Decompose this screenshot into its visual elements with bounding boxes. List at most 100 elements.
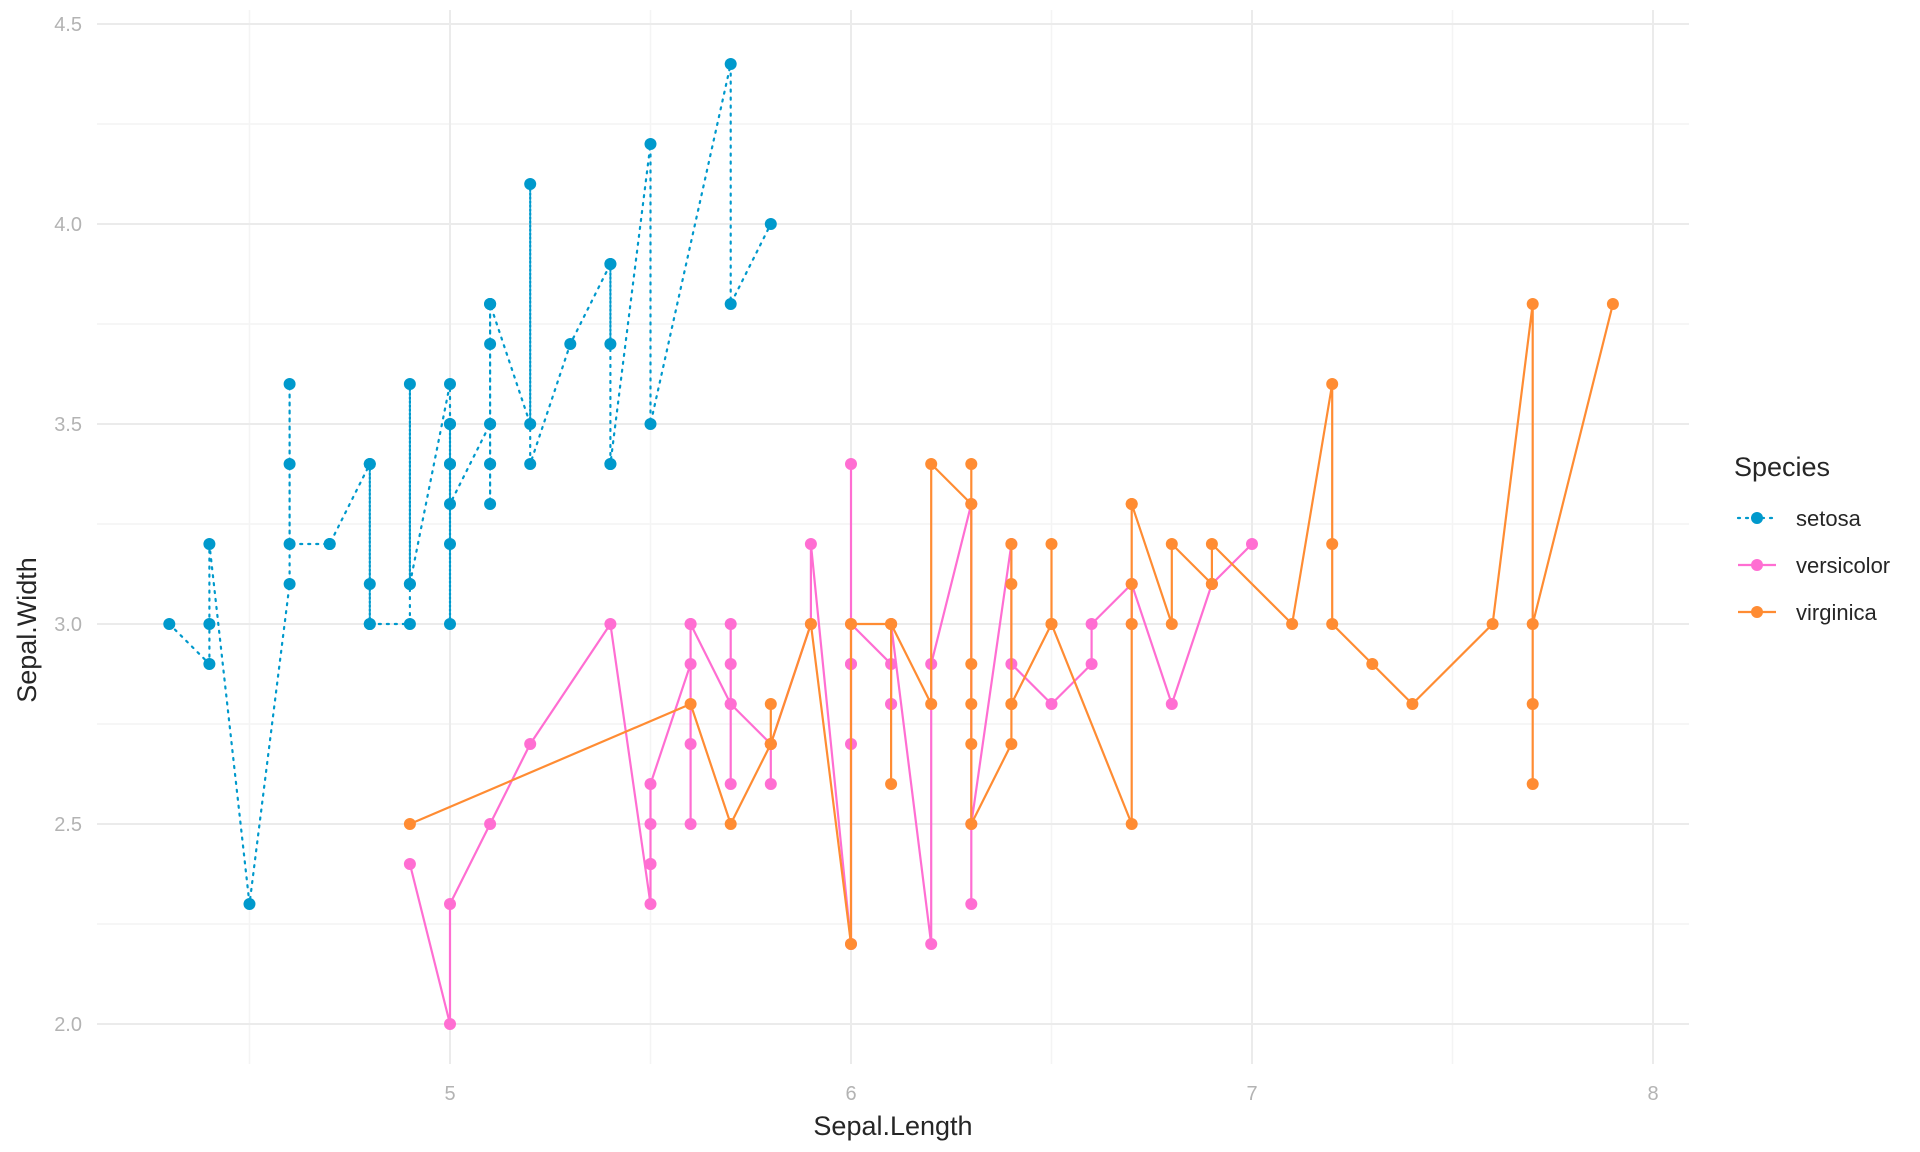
- legend-items: setosa versicolor virginica: [1736, 506, 1890, 625]
- data-point-versicolor: [444, 1018, 456, 1030]
- data-point-virginica: [724, 818, 737, 830]
- data-point-setosa: [283, 378, 296, 390]
- data-point-versicolor: [684, 618, 697, 630]
- data-point-virginica: [845, 618, 857, 630]
- data-point-versicolor: [644, 858, 657, 870]
- x-tick-label: 5: [444, 1083, 455, 1105]
- data-point-setosa: [484, 338, 497, 350]
- legend-item-setosa: setosa: [1736, 506, 1862, 531]
- major-grid: [97, 10, 1689, 1064]
- data-point-versicolor: [804, 538, 817, 550]
- data-point-virginica: [764, 738, 777, 750]
- data-point-virginica: [1125, 618, 1138, 630]
- data-point-versicolor: [724, 618, 737, 630]
- legend-key-point: [1751, 559, 1763, 571]
- data-point-setosa: [363, 458, 376, 470]
- data-point-virginica: [1125, 578, 1138, 590]
- data-point-versicolor: [724, 778, 737, 790]
- data-point-setosa: [444, 618, 456, 630]
- data-point-virginica: [965, 738, 978, 750]
- data-point-virginica: [1326, 538, 1339, 550]
- data-point-setosa: [484, 298, 497, 310]
- data-point-setosa: [444, 378, 456, 390]
- data-point-setosa: [283, 458, 296, 470]
- y-tick-label: 3.5: [54, 414, 82, 436]
- data-point-virginica: [1045, 618, 1058, 630]
- legend-key-point: [1751, 606, 1763, 618]
- data-point-setosa: [604, 258, 617, 270]
- series-line-versicolor: [408, 462, 1253, 1026]
- data-point-versicolor: [644, 778, 657, 790]
- data-point-versicolor: [444, 898, 456, 910]
- legend-label: versicolor: [1796, 553, 1890, 578]
- data-point-versicolor: [644, 898, 657, 910]
- data-point-virginica: [1205, 538, 1218, 550]
- data-point-setosa: [444, 538, 456, 550]
- data-point-setosa: [203, 618, 216, 630]
- data-point-versicolor: [925, 938, 938, 950]
- data-point-virginica: [804, 618, 817, 630]
- series-virginica: [403, 298, 1619, 950]
- x-axis-title: Sepal.Length: [813, 1111, 972, 1141]
- data-point-versicolor: [524, 738, 537, 750]
- x-axis-tick-labels: 5 6 7 8: [444, 1083, 1658, 1105]
- data-point-versicolor: [403, 858, 416, 870]
- data-point-versicolor: [1085, 618, 1098, 630]
- data-point-versicolor: [1045, 698, 1058, 710]
- data-point-setosa: [604, 338, 617, 350]
- data-point-setosa: [604, 458, 617, 470]
- data-point-virginica: [1286, 618, 1299, 630]
- data-point-versicolor: [724, 658, 737, 670]
- data-point-setosa: [484, 498, 497, 510]
- data-point-setosa: [283, 538, 296, 550]
- data-point-setosa: [644, 138, 657, 150]
- x-tick-label: 6: [845, 1083, 856, 1105]
- data-point-virginica: [764, 698, 777, 710]
- x-tick-label: 8: [1647, 1083, 1658, 1105]
- data-point-setosa: [444, 458, 456, 470]
- data-point-virginica: [1606, 298, 1619, 310]
- data-point-virginica: [885, 778, 898, 790]
- data-point-virginica: [1005, 538, 1018, 550]
- data-point-virginica: [1326, 618, 1339, 630]
- data-point-setosa: [403, 578, 416, 590]
- x-tick-label: 7: [1246, 1083, 1257, 1105]
- data-point-versicolor: [644, 818, 657, 830]
- data-point-setosa: [403, 618, 416, 630]
- data-point-setosa: [363, 618, 376, 630]
- data-point-versicolor: [1165, 698, 1178, 710]
- data-point-virginica: [965, 818, 978, 830]
- data-point-versicolor: [1246, 538, 1258, 550]
- data-point-setosa: [403, 378, 416, 390]
- series-line-setosa: [168, 62, 772, 906]
- data-point-setosa: [444, 498, 456, 510]
- y-tick-label: 4.0: [54, 214, 82, 236]
- legend-title: Species: [1734, 452, 1830, 482]
- data-point-virginica: [965, 698, 978, 710]
- data-point-virginica: [965, 658, 978, 670]
- data-point-virginica: [1125, 818, 1138, 830]
- data-point-virginica: [1005, 738, 1018, 750]
- series-layer: [163, 58, 1619, 1030]
- series-versicolor: [403, 458, 1258, 1030]
- data-point-versicolor: [965, 898, 978, 910]
- data-point-versicolor: [724, 698, 737, 710]
- data-point-virginica: [965, 458, 978, 470]
- data-point-virginica: [1205, 578, 1218, 590]
- data-point-virginica: [845, 938, 857, 950]
- data-point-virginica: [1165, 538, 1178, 550]
- data-point-setosa: [243, 898, 256, 910]
- data-point-virginica: [925, 698, 938, 710]
- data-point-versicolor: [604, 618, 617, 630]
- legend: Species setosa versicolor virginica: [1734, 452, 1890, 625]
- data-point-setosa: [323, 538, 336, 550]
- data-point-virginica: [1366, 658, 1379, 670]
- data-point-setosa: [564, 338, 577, 350]
- data-point-versicolor: [684, 738, 697, 750]
- series-setosa: [163, 58, 777, 910]
- data-point-versicolor: [684, 818, 697, 830]
- data-point-setosa: [283, 578, 296, 590]
- data-point-setosa: [764, 218, 777, 230]
- data-point-virginica: [1526, 698, 1539, 710]
